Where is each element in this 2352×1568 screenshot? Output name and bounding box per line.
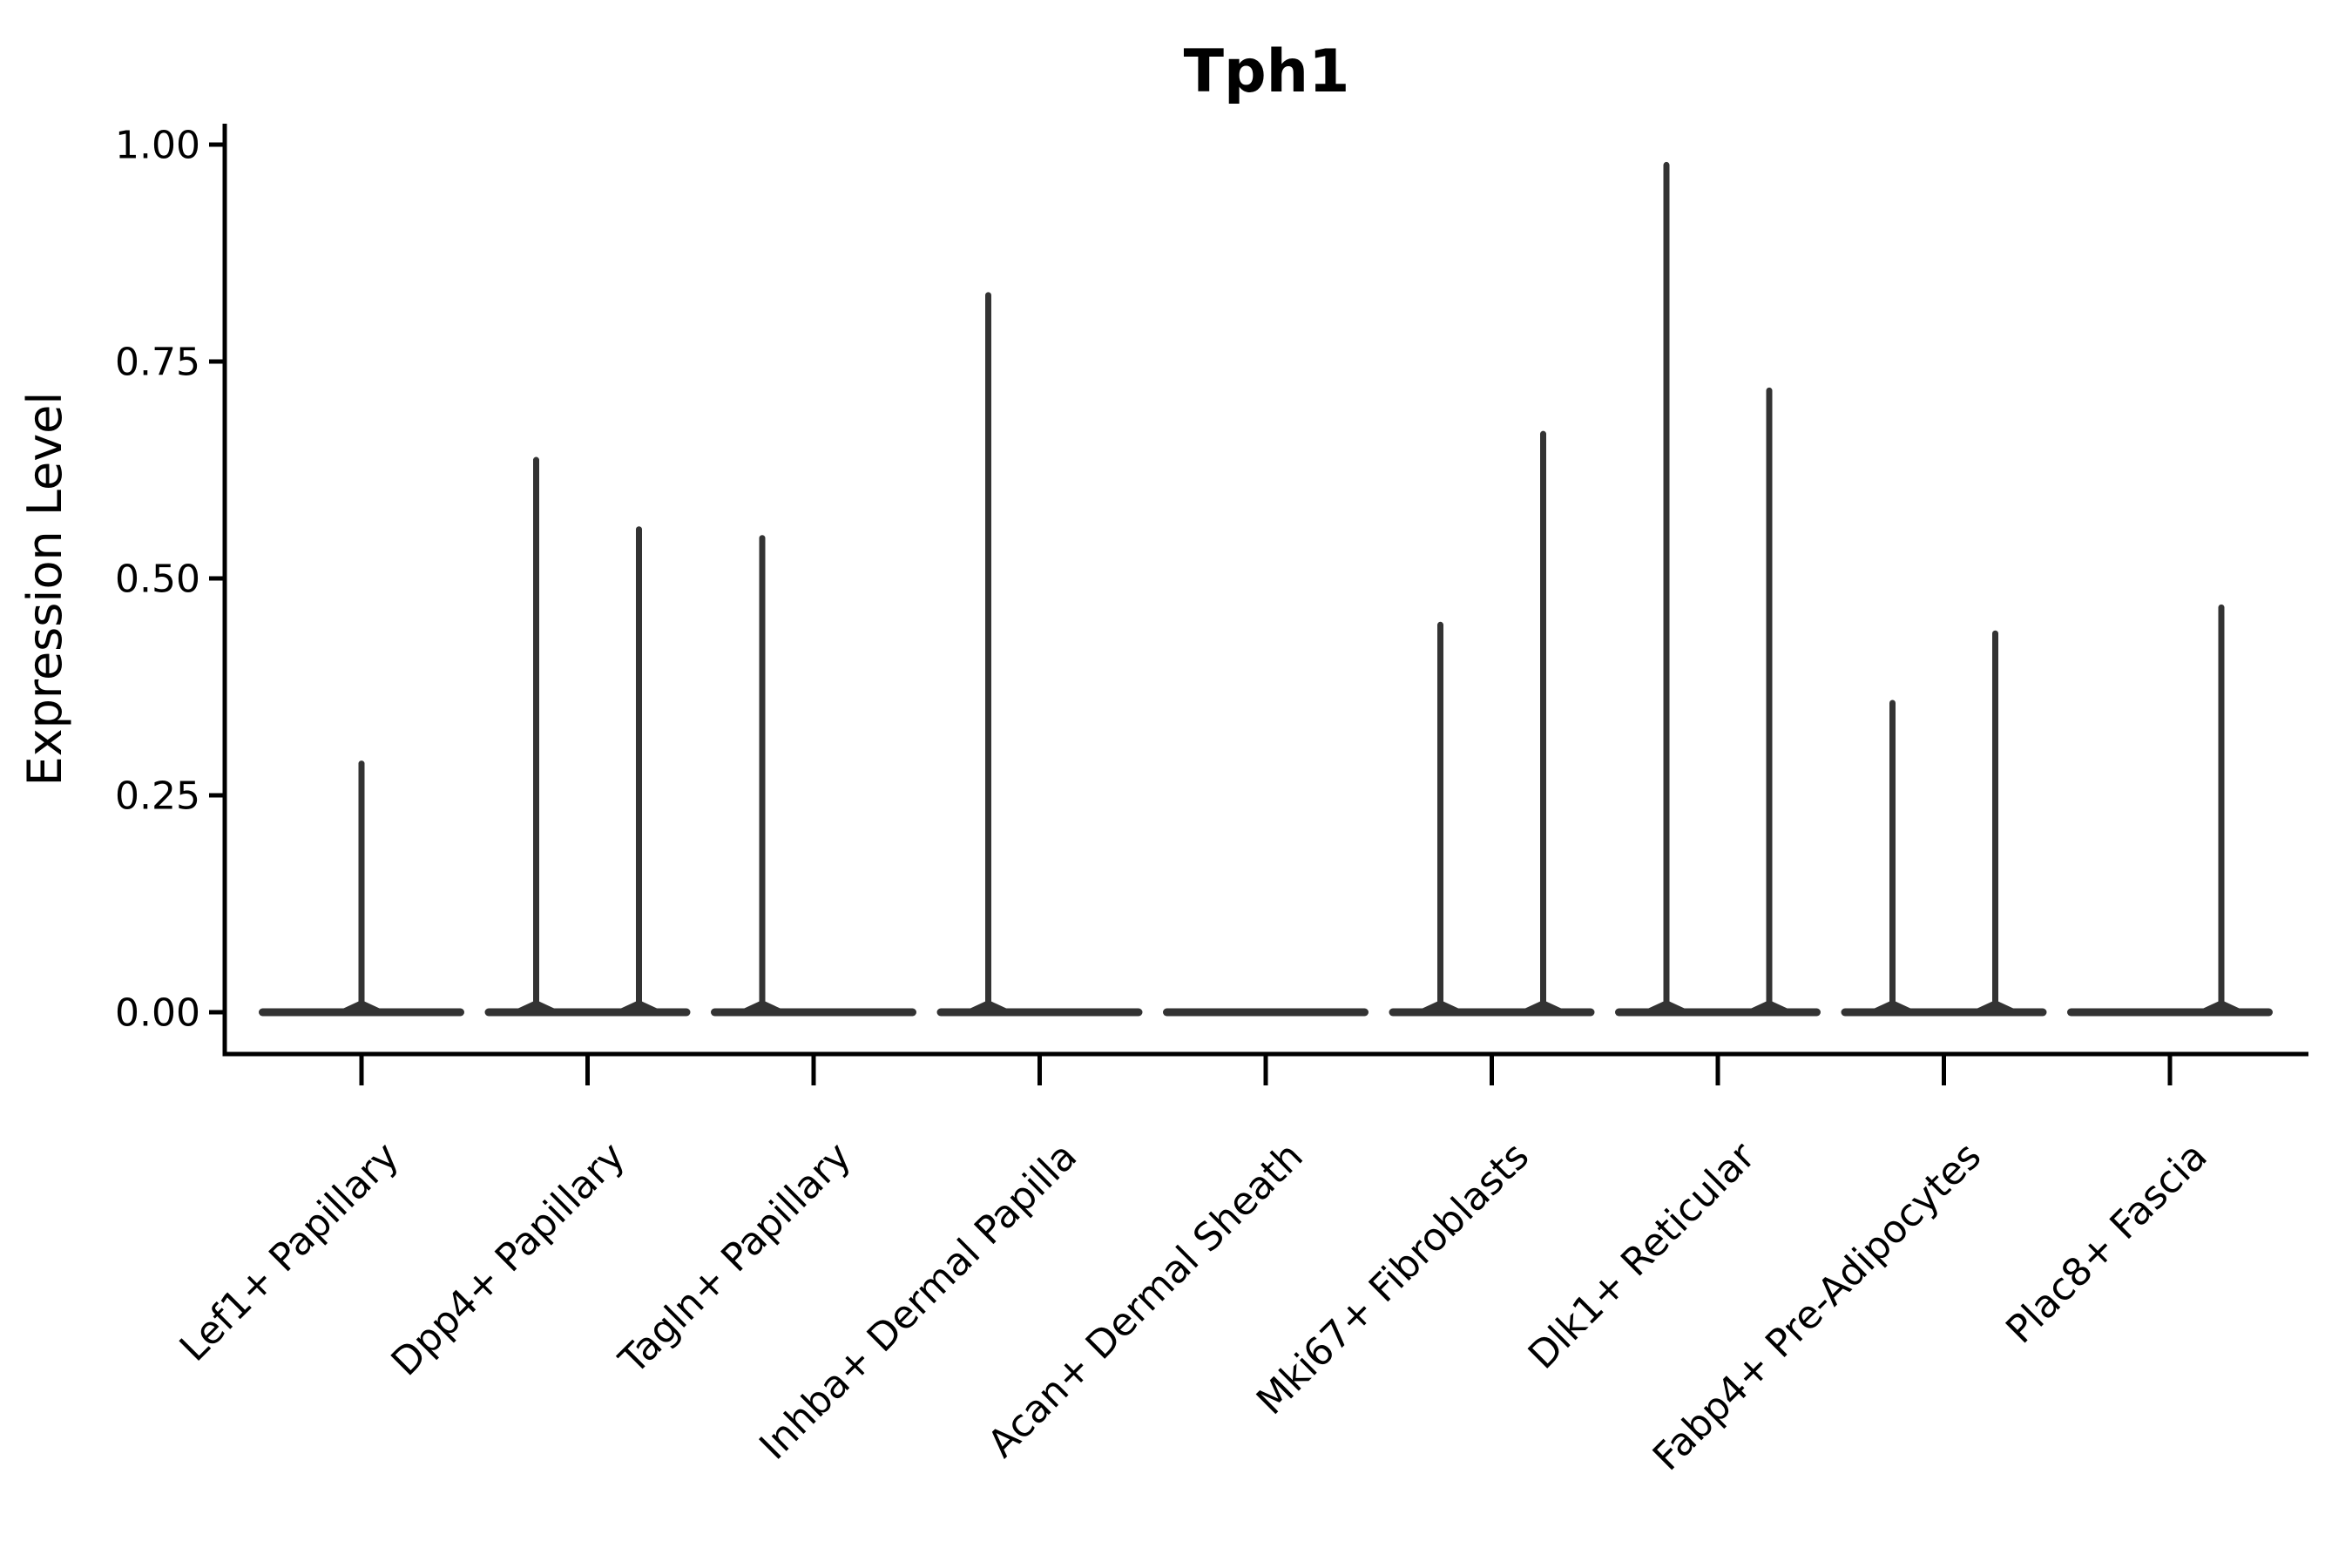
x-tick-label: Dpp4+ Papillary bbox=[383, 1134, 634, 1385]
violin-spike bbox=[358, 760, 365, 1012]
plot-title: Tph1 bbox=[1184, 37, 1350, 106]
violin-spike bbox=[1992, 630, 1998, 1012]
x-tick-label: Dlk1+ Reticular bbox=[1520, 1133, 1765, 1378]
violin-baseline bbox=[711, 1008, 916, 1017]
y-tick-label: 0.50 bbox=[115, 557, 200, 601]
violin-baseline bbox=[936, 1008, 1143, 1017]
y-axis-title: Expression Level bbox=[17, 392, 72, 787]
axes-layer: 0.00 0.25 0.50 0.75 1.00 Lef1+ PapillaryDpp4+… bbox=[115, 123, 2308, 1479]
violin-spike bbox=[985, 292, 991, 1012]
violin-spike bbox=[1766, 387, 1773, 1012]
violin-baseline bbox=[1841, 1008, 2047, 1017]
violin-spike bbox=[636, 526, 642, 1012]
y-tick-label: 0.75 bbox=[115, 340, 200, 384]
y-tick-label: 0.00 bbox=[115, 990, 200, 1035]
y-tick-label: 1.00 bbox=[115, 123, 200, 167]
violin-spike bbox=[533, 456, 539, 1012]
violin-baseline bbox=[1615, 1008, 1821, 1017]
violin-spike bbox=[759, 535, 766, 1012]
x-tick-label: Plac8+ Fascia bbox=[1997, 1134, 2216, 1353]
violin-baseline bbox=[484, 1008, 691, 1017]
violin-spike bbox=[1889, 700, 1896, 1012]
x-tick-label: Tagln+ Papillary bbox=[611, 1134, 860, 1383]
violin-spike bbox=[1437, 621, 1443, 1012]
violin-baseline bbox=[1163, 1008, 1369, 1017]
y-tick-label: 0.25 bbox=[115, 774, 200, 818]
violin-spike bbox=[2218, 604, 2225, 1012]
x-tick-label: Lef1+ Papillary bbox=[172, 1134, 408, 1370]
violins-layer bbox=[259, 161, 2273, 1017]
violin-baseline bbox=[1389, 1008, 1595, 1017]
violin-baseline bbox=[2067, 1008, 2273, 1017]
violin-spike bbox=[1663, 161, 1670, 1013]
violin-spike bbox=[1540, 430, 1546, 1012]
